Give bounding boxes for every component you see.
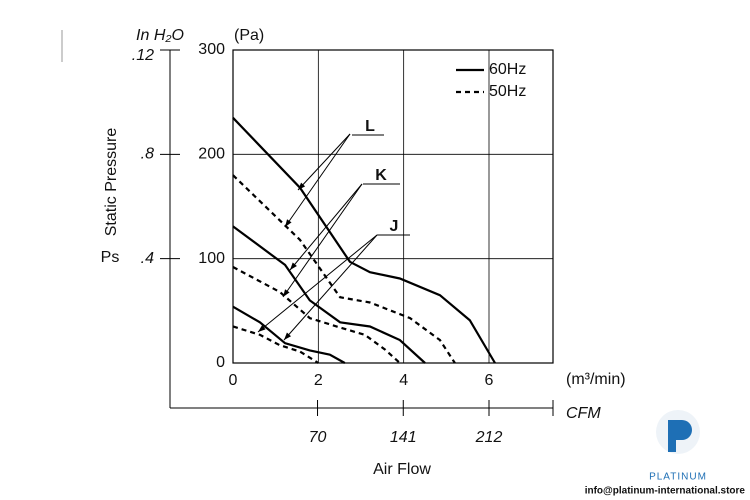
arrow-head [290,262,297,270]
annotation-label: J [390,218,399,235]
annotation-arrow [297,133,351,191]
x-tick-label: 2 [314,372,323,389]
logo-mark [668,420,692,452]
x-axis-title: Air Flow [373,461,431,478]
x-tick-label: 0 [229,372,238,389]
annotation-arrow [283,234,378,341]
curve [232,117,496,364]
y2-tick-label: .4 [141,250,154,267]
x-axis-unit: (m³/min) [566,371,626,388]
curve [232,266,401,364]
y-axis-symbol: Ps [101,249,120,266]
arrow-head [285,219,292,227]
annotation-arrow [282,183,363,298]
x2-tick-label: 212 [475,429,503,446]
x2-tick-label: 141 [390,429,417,446]
x2-tick-label: 70 [309,429,327,446]
annotation-arrow [257,234,378,333]
y-tick-label: 200 [198,146,225,163]
y2-tick-label: .12 [132,47,154,64]
y-tick-label: 100 [198,250,225,267]
curve [232,305,346,364]
x-tick-label: 4 [399,372,408,389]
annotation-label: K [375,167,387,184]
y-tick-label: 0 [216,354,225,371]
arrow-head [258,325,266,332]
y2-tick-label: .8 [141,146,154,163]
arrow-head [284,332,292,340]
annotation-label: L [365,118,375,135]
legend-label: 50Hz [489,83,526,100]
annotation-arrow [289,183,363,271]
logo-email: info@platinum-international.store [585,486,746,497]
logo-brand: PLATINUM [649,472,707,483]
arrow-head [283,289,290,297]
x2-axis-unit: CFM [566,405,601,422]
y2-axis-unit: In H₂O [136,27,184,44]
arrow-head [298,182,306,190]
y-axis-unit: (Pa) [234,27,264,44]
y-axis-title: Static Pressure [103,128,120,237]
annotation-arrow [284,133,351,228]
y-tick-label: 300 [198,41,225,58]
curve [232,325,319,364]
curve [232,225,426,364]
legend-label: 60Hz [489,61,526,78]
x-tick-label: 6 [485,372,494,389]
curve [232,174,456,364]
